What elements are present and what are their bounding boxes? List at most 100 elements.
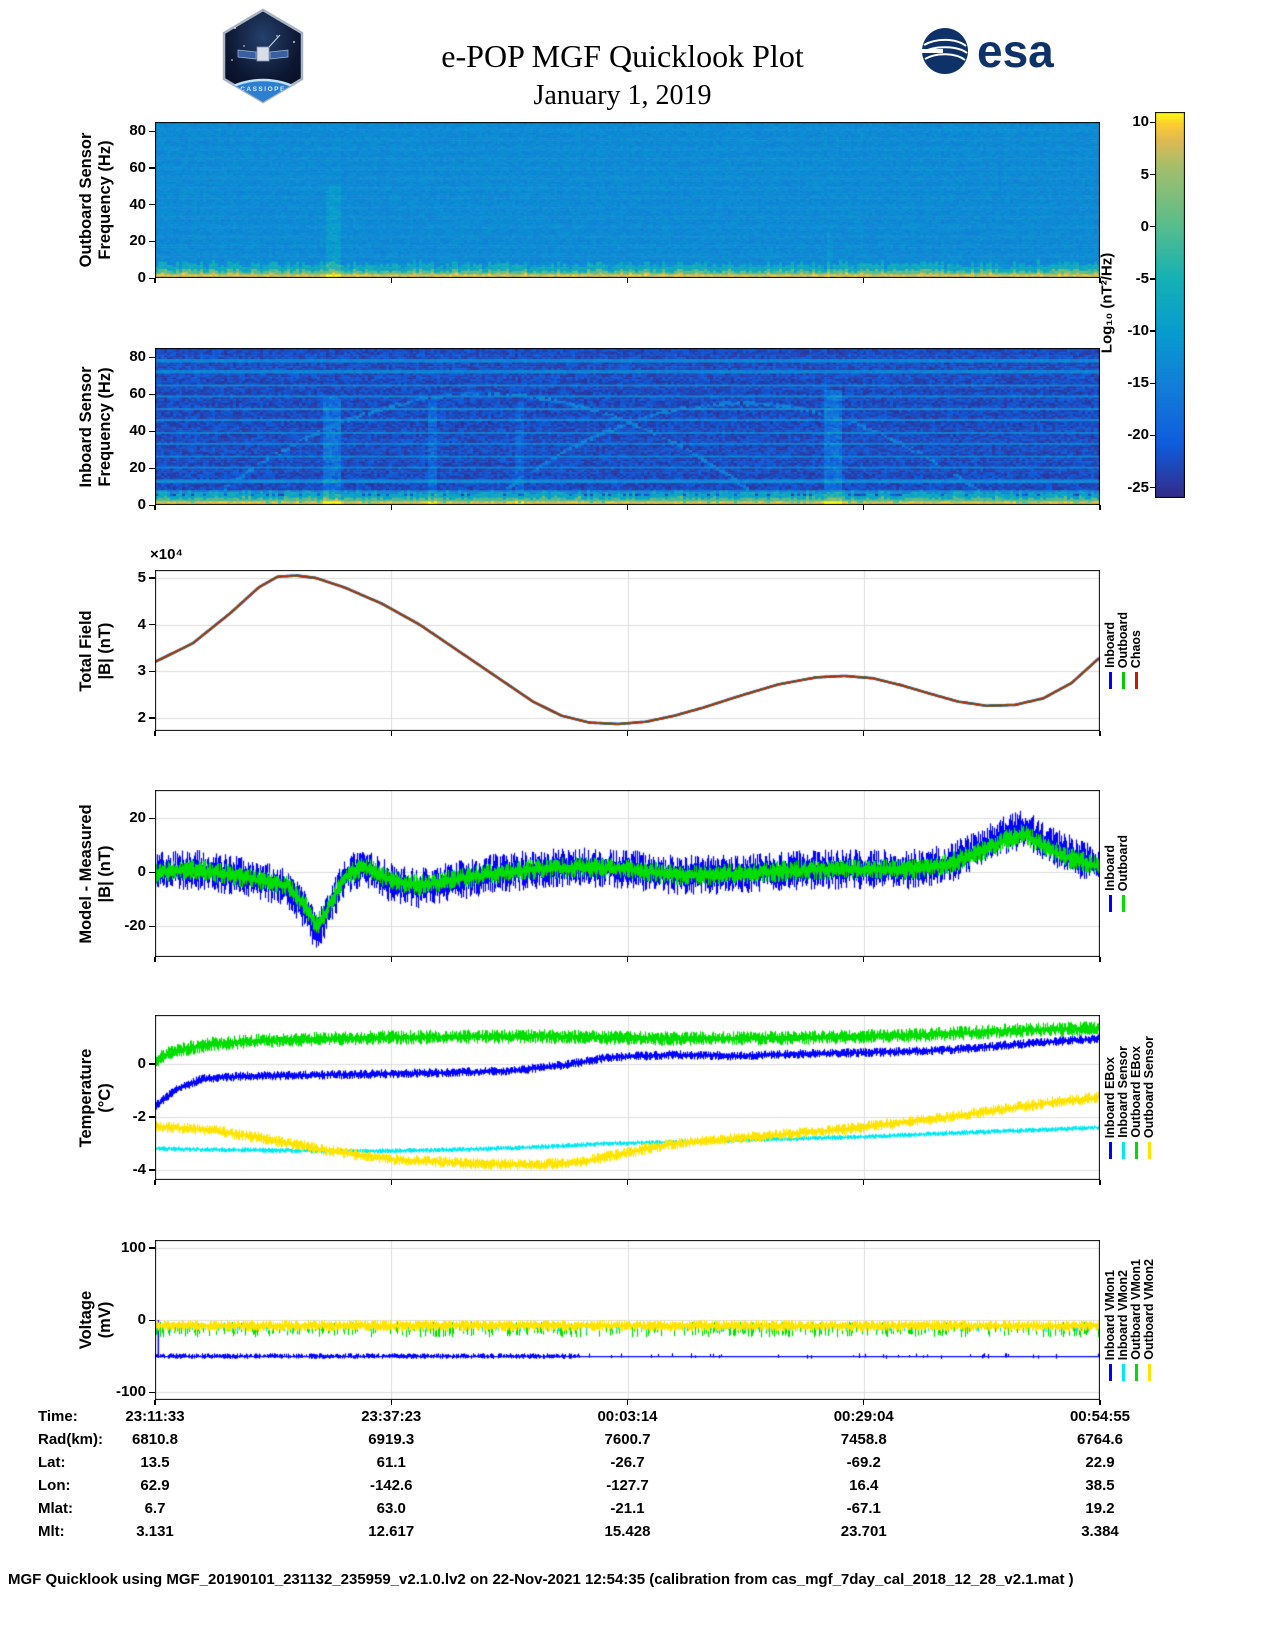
table-cell: 61.1 (376, 1454, 406, 1471)
legend-entry: Chaos (1129, 630, 1143, 690)
y-tick-mark (149, 1116, 155, 1118)
legend-color-dash (1148, 1363, 1151, 1381)
x-tick-mark (154, 1400, 156, 1405)
table-row-label: Lat: (38, 1454, 66, 1471)
x-tick-mark (154, 505, 156, 510)
table-cell: 3.384 (1081, 1523, 1119, 1540)
x-tick-mark (1099, 1400, 1101, 1405)
table-cell: 00:03:14 (597, 1408, 658, 1425)
table-cell: 13.5 (140, 1454, 170, 1471)
legend-entries: Inboard EBox Inboard Sensor Outboard EBox O… (1103, 1036, 1156, 1160)
table-cell: 7458.8 (840, 1431, 887, 1448)
legend-color-dash (1122, 1363, 1125, 1381)
x-tick-mark (863, 278, 865, 283)
x-tick-mark (390, 957, 392, 962)
y-tick-label: 20 (129, 232, 146, 250)
table-cell: -67.1 (846, 1500, 881, 1517)
y-tick-mark (149, 624, 155, 626)
y-tick-label: -100 (115, 1383, 146, 1401)
x-tick-mark (1099, 278, 1101, 283)
colorbar-tick-mark (1150, 434, 1155, 436)
colorbar-tick-mark (1150, 382, 1155, 384)
table-cell: 15.428 (604, 1523, 651, 1540)
table-row-label: Rad(km): (38, 1431, 104, 1448)
y-tick-mark (149, 356, 155, 359)
y-tick-mark (149, 1319, 155, 1321)
legend-entry: Inboard EBox (1103, 1057, 1117, 1160)
table-row-label: Lon: (38, 1477, 71, 1494)
y-tick-label: -2 (132, 1107, 146, 1125)
y-tick-label: 60 (129, 385, 146, 403)
x-tick-mark (154, 1180, 156, 1185)
legend-color-dash (1109, 895, 1112, 913)
provenance-footer: MGF Quicklook using MGF_20190101_231132_… (8, 1571, 1074, 1588)
y-tick-label: 40 (129, 195, 146, 213)
colorbar-tick-mark (1150, 121, 1155, 124)
colorbar-tick-mark (1150, 173, 1155, 176)
y-tick-mark (149, 504, 155, 506)
legend-color-dash (1135, 672, 1138, 690)
legend-color-dash (1122, 672, 1125, 690)
colorbar-tick-mark (1150, 278, 1155, 280)
colorbar-tick-label: -15 (1127, 374, 1149, 392)
table-cell: 19.2 (1085, 1500, 1115, 1517)
legend-entry: Outboard VMon2 (1142, 1259, 1156, 1381)
x-tick-mark (626, 1180, 629, 1185)
x-tick-mark (154, 278, 156, 283)
y-tick-label: 0 (137, 1054, 146, 1072)
y-tick-label: -4 (132, 1160, 146, 1178)
legend-entry: Inboard (1103, 845, 1117, 913)
legend-entry: Inboard VMon1 (1103, 1270, 1117, 1381)
x-tick-mark (626, 957, 629, 962)
table-cell: 16.4 (849, 1477, 879, 1494)
colorbar-tick-mark (1150, 226, 1155, 228)
x-tick-mark (390, 278, 392, 283)
y-tick-mark (149, 467, 155, 469)
y-tick-mark (149, 393, 155, 395)
table-cell: -142.6 (369, 1477, 413, 1494)
x-tick-mark (863, 505, 865, 510)
table-cell: 23.701 (840, 1523, 887, 1540)
legend-color-dash (1109, 1142, 1112, 1160)
colorbar-tick-mark (1150, 486, 1155, 489)
colorbar-tick-label: 5 (1140, 165, 1149, 183)
y-tick-label: 5 (137, 568, 146, 586)
figure-title: e-POP MGF Quicklook Plot (441, 38, 804, 74)
x-tick-mark (626, 505, 629, 510)
inboard-spectrogram-canvas (155, 348, 1100, 505)
y-tick-mark (149, 130, 155, 132)
colorbar-gradient (1155, 112, 1185, 498)
table-row-label: Time: (38, 1408, 78, 1425)
legend-entries: Inboard VMon1 Inboard VMon2 Outboard VMon1… (1103, 1259, 1156, 1381)
colorbar-tick-label: 10 (1132, 113, 1149, 131)
table-cell: 7600.7 (604, 1431, 651, 1448)
legend-entries: Inboard Outboard (1103, 835, 1130, 913)
temperature-canvas (155, 1015, 1100, 1180)
x-tick-mark (1099, 731, 1101, 736)
legend-voltage: Inboard VMon1 Inboard VMon2 Outboard VMon1… (1103, 1240, 1156, 1400)
legend-color-dash (1122, 895, 1125, 913)
x-tick-mark (863, 957, 865, 962)
x-tick-mark (154, 731, 156, 736)
y-tick-mark (149, 670, 155, 673)
x-tick-mark (626, 731, 629, 736)
esa-globe-icon (922, 28, 968, 74)
y-tick-label: 0 (137, 1311, 146, 1328)
x-tick-mark (626, 1400, 629, 1405)
colorbar-tick-label: -20 (1127, 426, 1149, 444)
y-tick-label: 0 (137, 496, 146, 513)
y-tick-label: 20 (129, 809, 146, 827)
x-tick-mark (1099, 957, 1101, 962)
y-tick-mark (149, 925, 155, 927)
legend-color-dash (1109, 1363, 1112, 1381)
y-axis-exponent-label: ×10⁴ (150, 546, 183, 563)
table-cell: -21.1 (610, 1500, 645, 1517)
legend-entry: Outboard Sensor (1142, 1036, 1156, 1160)
y-tick-label: 100 (120, 1238, 146, 1256)
y-tick-mark (149, 717, 155, 719)
table-cell: 63.0 (376, 1500, 406, 1517)
model-minus-measured-canvas (155, 790, 1100, 957)
y-tick-label: 3 (137, 662, 146, 680)
